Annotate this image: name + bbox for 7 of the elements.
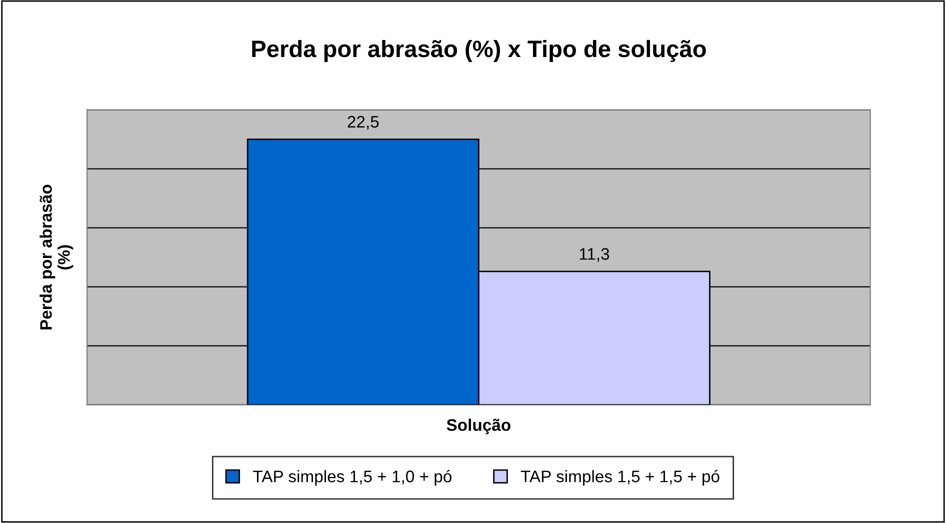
chart-title: Perda por abrasão (%) x Tipo de solução <box>252 40 706 62</box>
x-axis-title: Solução <box>446 418 510 434</box>
y-axis-title: Perda por abrasão (%) <box>40 184 74 330</box>
legend-label: TAP simples 1,5 + 1,0 + pó <box>253 470 452 486</box>
data-label: 11,3 <box>580 248 610 262</box>
data-label: 22,5 <box>348 116 379 130</box>
legend-label: TAP simples 1,5 + 1,5 + pó <box>520 470 720 486</box>
